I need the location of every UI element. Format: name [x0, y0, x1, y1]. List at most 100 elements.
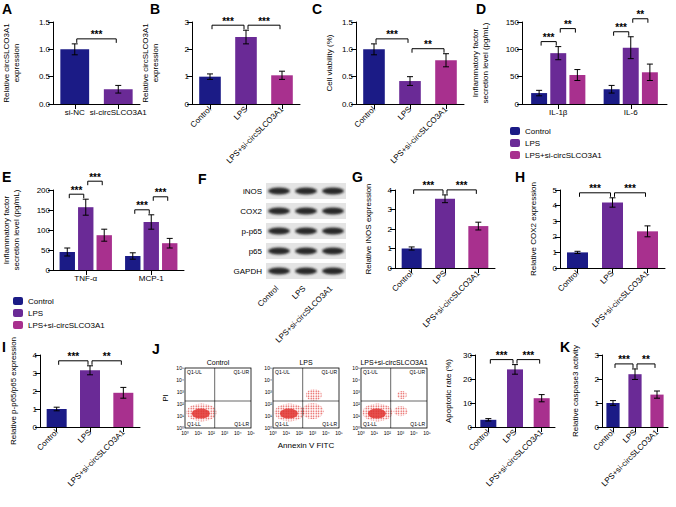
svg-text:H: H	[515, 169, 525, 185]
svg-text:TNF-α: TNF-α	[74, 274, 97, 283]
svg-text:Apoptotic rate (%): Apoptotic rate (%)	[444, 359, 453, 423]
svg-text:si-circSLCO3A1: si-circSLCO3A1	[90, 108, 147, 117]
svg-text:***: ***	[71, 185, 83, 196]
svg-text:LPS+si-circSLCO3A1: LPS+si-circSLCO3A1	[274, 284, 335, 345]
svg-text:10²: 10²	[353, 401, 361, 407]
svg-text:5: 5	[553, 186, 558, 195]
svg-text:***: ***	[422, 180, 434, 191]
svg-text:0: 0	[468, 423, 473, 432]
svg-text:10³: 10³	[177, 389, 185, 395]
svg-text:LPS: LPS	[621, 428, 638, 445]
svg-text:***: ***	[136, 200, 148, 211]
svg-text:Q1-UR: Q1-UR	[321, 369, 337, 375]
svg-text:0.0: 0.0	[39, 100, 51, 109]
svg-text:0.5: 0.5	[39, 72, 51, 81]
svg-text:10: 10	[463, 399, 472, 408]
svg-text:10⁰: 10⁰	[357, 430, 365, 436]
svg-text:10¹: 10¹	[353, 413, 361, 419]
svg-text:LPS+si-circSLCO3A1: LPS+si-circSLCO3A1	[590, 268, 651, 329]
svg-text:**: **	[636, 9, 644, 20]
svg-text:***: ***	[522, 350, 534, 361]
svg-text:LPS+si-circSLCO3A1: LPS+si-circSLCO3A1	[225, 104, 286, 165]
svg-text:Q1-LL: Q1-LL	[363, 421, 377, 427]
svg-text:***: ***	[496, 350, 508, 361]
svg-text:Inflammatory factor: Inflammatory factor	[2, 195, 11, 264]
svg-text:10¹: 10¹	[195, 430, 203, 436]
svg-text:Inflammatory factor: Inflammatory factor	[471, 28, 480, 97]
svg-text:Control: Control	[353, 105, 378, 130]
svg-text:LPS+si-circSLCO3A1: LPS+si-circSLCO3A1	[360, 359, 427, 366]
svg-text:100: 100	[506, 45, 520, 54]
svg-text:10²: 10²	[265, 401, 273, 407]
svg-text:**: **	[564, 19, 572, 30]
svg-text:10⁵: 10⁵	[423, 430, 431, 436]
svg-text:10¹: 10¹	[283, 430, 291, 436]
svg-text:0.0: 0.0	[342, 100, 354, 109]
svg-text:LPS: LPS	[232, 105, 249, 122]
svg-text:10²: 10²	[177, 401, 185, 407]
svg-text:10⁰: 10⁰	[352, 425, 360, 431]
svg-text:LPS+si-circSLCO3A1: LPS+si-circSLCO3A1	[484, 427, 545, 488]
svg-text:10²: 10²	[296, 430, 304, 436]
svg-text:2: 2	[553, 232, 558, 241]
svg-text:PI: PI	[161, 394, 170, 402]
svg-text:0.5: 0.5	[342, 72, 354, 81]
svg-text:10³: 10³	[353, 389, 361, 395]
svg-text:10¹: 10¹	[265, 413, 273, 419]
svg-text:Control: Control	[556, 269, 581, 294]
svg-text:10¹: 10¹	[177, 413, 185, 419]
svg-text:Cell viability (%): Cell viability (%)	[325, 34, 334, 91]
svg-text:p65: p65	[249, 247, 263, 256]
svg-text:K: K	[560, 339, 570, 355]
svg-text:0: 0	[185, 100, 190, 109]
svg-text:***: ***	[624, 183, 636, 194]
svg-text:LPS+si-circSLCO3A1: LPS+si-circSLCO3A1	[66, 427, 127, 488]
svg-text:B: B	[150, 1, 160, 17]
svg-text:1.5: 1.5	[342, 18, 354, 27]
svg-text:Q1-LL: Q1-LL	[275, 421, 289, 427]
svg-text:10⁵: 10⁵	[247, 430, 255, 436]
svg-text:20: 20	[463, 375, 472, 384]
svg-text:MCP-1: MCP-1	[139, 274, 164, 283]
svg-text:G: G	[352, 169, 363, 185]
svg-text:iNOS: iNOS	[243, 187, 262, 196]
svg-text:1: 1	[388, 244, 393, 253]
svg-text:1: 1	[33, 405, 38, 414]
svg-text:Q1-UL: Q1-UL	[363, 369, 378, 375]
svg-text:***: ***	[155, 187, 167, 198]
svg-text:10⁵: 10⁵	[176, 365, 184, 371]
svg-text:***: ***	[456, 180, 468, 191]
svg-text:LPS+si-circSLCO3A1: LPS+si-circSLCO3A1	[28, 321, 105, 330]
svg-text:Control: Control	[467, 428, 492, 453]
svg-text:***: ***	[258, 16, 270, 27]
svg-text:3: 3	[185, 18, 190, 27]
svg-text:C: C	[312, 1, 322, 17]
svg-text:10⁴: 10⁴	[264, 377, 272, 383]
svg-text:Relative circSLCO3A1: Relative circSLCO3A1	[2, 23, 11, 103]
svg-text:Control: Control	[28, 297, 54, 306]
svg-text:LPS: LPS	[501, 428, 518, 445]
svg-text:secretion level (pg/mL): secretion level (pg/mL)	[12, 189, 21, 270]
svg-text:LPS: LPS	[599, 269, 616, 286]
svg-text:LPS+si-circSLCO3A1: LPS+si-circSLCO3A1	[389, 104, 450, 165]
svg-text:expression: expression	[151, 44, 160, 83]
svg-text:***: ***	[386, 29, 398, 40]
svg-text:Control: Control	[256, 284, 281, 309]
svg-text:10²: 10²	[208, 430, 216, 436]
svg-text:150: 150	[506, 18, 520, 27]
svg-text:10³: 10³	[309, 430, 317, 436]
svg-text:E: E	[2, 169, 11, 185]
svg-text:Annexin V FITC: Annexin V FITC	[278, 441, 335, 450]
svg-text:10³: 10³	[265, 389, 273, 395]
svg-text:10⁰: 10⁰	[181, 430, 189, 436]
svg-text:Q1-LR: Q1-LR	[322, 421, 337, 427]
svg-text:3: 3	[388, 205, 393, 214]
svg-text:4: 4	[553, 201, 558, 210]
svg-text:100: 100	[37, 226, 51, 235]
svg-text:LPS: LPS	[396, 105, 413, 122]
svg-text:***: ***	[91, 29, 103, 40]
svg-text:10³: 10³	[397, 430, 405, 436]
svg-text:**: **	[642, 354, 650, 365]
svg-text:Relative caspase3 activity: Relative caspase3 activity	[571, 345, 580, 437]
svg-text:***: ***	[222, 16, 234, 27]
